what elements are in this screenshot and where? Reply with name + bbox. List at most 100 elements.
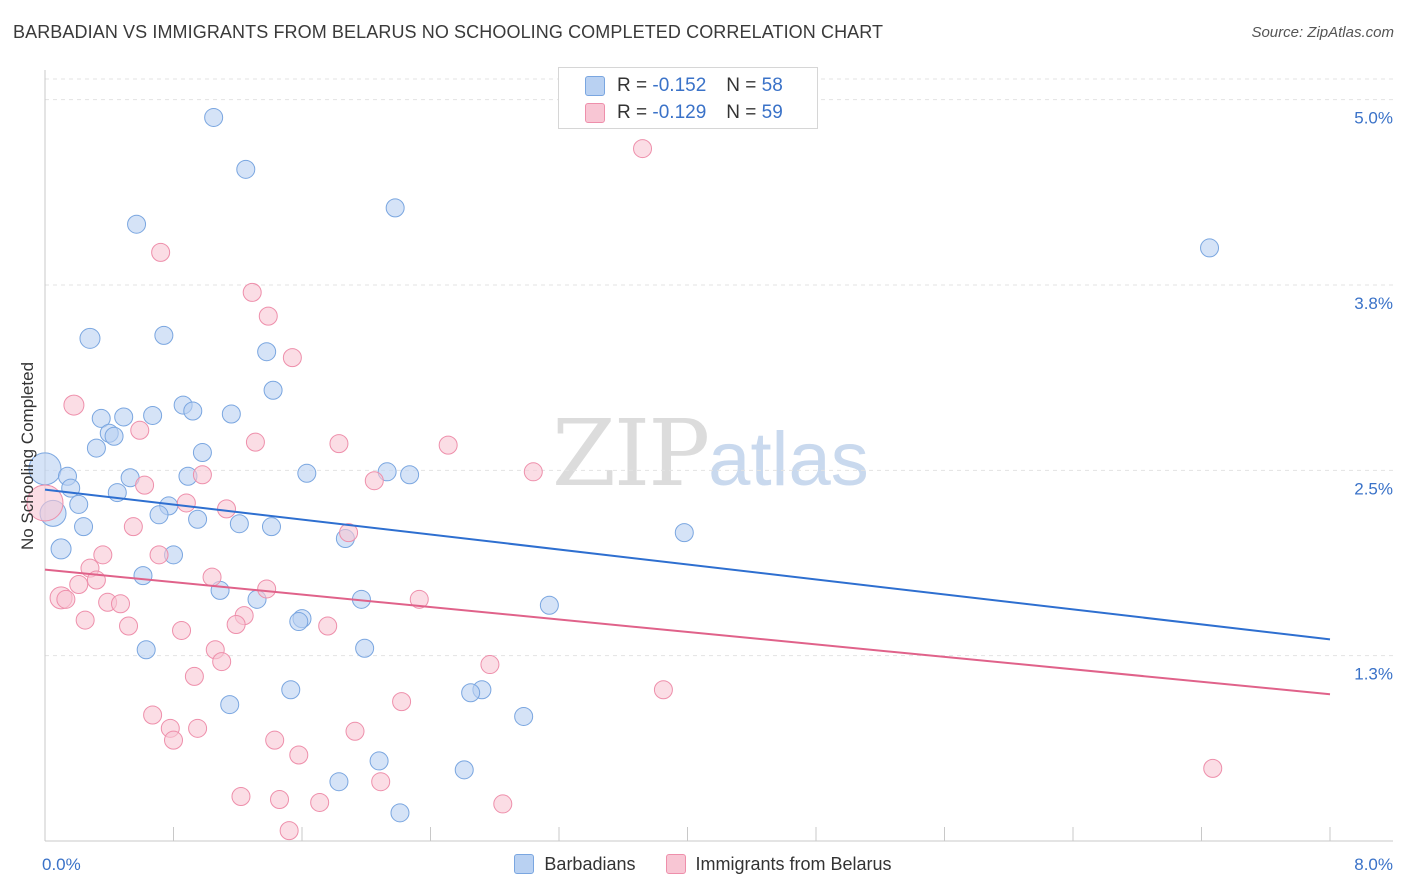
barbadian-point	[514, 706, 534, 726]
belarus-point	[202, 567, 222, 587]
barbadian-point	[183, 401, 203, 421]
tick-labels: 1.3% 2.5% 3.8% 5.0% 0.0% 8.0%	[42, 109, 1393, 874]
barbadian-point	[539, 595, 559, 615]
axes	[44, 70, 1393, 842]
barbadian-point	[229, 514, 249, 534]
legend-swatch-blue	[514, 854, 535, 874]
belarus-point	[279, 821, 299, 841]
barbadian-point	[143, 405, 163, 425]
belarus-point	[339, 523, 359, 543]
barbadian-point	[257, 342, 277, 362]
barbadian-point	[149, 505, 169, 525]
legend-swatch-pink	[665, 854, 686, 874]
y-axis-label: No Schooling Completed	[18, 361, 37, 551]
stats-row-barbadians: R = -0.152 N = 58	[585, 74, 783, 98]
barbadian-point	[50, 538, 72, 560]
belarus-point	[318, 616, 338, 636]
barbadian-point	[369, 751, 389, 771]
belarus-point	[212, 652, 232, 672]
legend-swatch-pink	[585, 103, 605, 123]
belarus-point	[119, 616, 139, 636]
barbadian-point	[263, 380, 283, 400]
barbadian-point	[69, 494, 89, 514]
belarus-point	[438, 435, 458, 455]
x-tick-label: 8.0%	[1354, 855, 1393, 874]
barbadian-point	[281, 680, 301, 700]
legend-label: Barbadians	[544, 853, 636, 874]
belarus-point	[172, 620, 192, 640]
belarus-point	[1203, 758, 1223, 778]
stats-row-belarus: R = -0.129 N = 59	[585, 101, 783, 125]
belarus-point	[93, 545, 113, 565]
barbadian-point	[385, 198, 405, 218]
barbadian-point	[104, 426, 124, 446]
belarus-point	[282, 348, 302, 368]
barbadian-point	[461, 683, 481, 703]
barbadian-point	[61, 478, 81, 498]
r-label: R =	[617, 102, 648, 123]
barbadian-point	[133, 566, 153, 586]
belarus-point	[56, 589, 76, 609]
barbadian-point	[79, 327, 101, 349]
belarus-point	[480, 655, 500, 675]
source-credit: Source: ZipAtlas.com	[1251, 24, 1394, 41]
belarus-point	[217, 499, 237, 519]
belarus-point	[409, 589, 429, 609]
belarus-point	[364, 471, 384, 491]
belarus-point	[149, 545, 169, 565]
barbadian-point	[220, 695, 240, 715]
y-tick-label: 2.5%	[1354, 479, 1393, 498]
barbadian-point	[674, 523, 694, 543]
barbadian-point	[390, 803, 410, 823]
barbadian-point	[114, 407, 134, 427]
barbadian-point	[400, 465, 420, 485]
legend-swatch-blue	[585, 76, 605, 96]
belarus-point	[123, 517, 143, 537]
belarus-point	[188, 718, 208, 738]
watermark-zip: ZIP	[552, 400, 710, 507]
trend-lines	[44, 488, 1331, 696]
barbadian-point	[236, 159, 256, 179]
belarus-point	[392, 692, 412, 712]
barbadian-point	[355, 638, 375, 658]
belarus-point	[270, 789, 290, 809]
belarus-point	[310, 792, 330, 812]
belarus-point	[345, 721, 365, 741]
stats-legend: R = -0.152 N = 58 R = -0.129 N = 59	[558, 67, 818, 129]
barbadian-point	[127, 214, 147, 234]
y-tick-label: 1.3%	[1354, 665, 1393, 684]
belarus-point	[26, 484, 64, 522]
legend-label: Immigrants from Belarus	[695, 853, 892, 874]
belarus-point	[257, 579, 277, 599]
legend-item-barbadians[interactable]: Barbadians	[514, 853, 636, 875]
barbadian-point	[192, 443, 212, 463]
belarus-point	[633, 139, 653, 159]
n-value: 59	[761, 102, 783, 123]
barbadian-point	[261, 517, 281, 537]
n-value: 58	[761, 75, 783, 96]
barbadian-point	[329, 772, 349, 792]
belarus-point	[371, 772, 391, 792]
x-tick-label: 0.0%	[42, 855, 81, 874]
barbadian-point	[297, 463, 317, 483]
barbadian-point	[86, 438, 106, 458]
belarus-point	[135, 475, 155, 495]
belarus-point	[265, 730, 285, 750]
belarus-trend-line	[44, 568, 1331, 696]
watermark-atlas: atlas	[708, 417, 869, 502]
n-label: N =	[726, 102, 757, 123]
barbadian-point	[221, 404, 241, 424]
barbadian-trend-line	[44, 488, 1331, 641]
r-label: R =	[617, 75, 648, 96]
belarus-point	[258, 306, 278, 326]
barbadian-point	[74, 517, 94, 537]
belarus-point	[226, 615, 246, 635]
legend-item-belarus[interactable]: Immigrants from Belarus	[665, 853, 892, 875]
belarus-point	[289, 745, 309, 765]
barbadian-point	[454, 760, 474, 780]
watermark: ZIPatlas	[552, 400, 869, 507]
belarus-point	[184, 666, 204, 686]
belarus-point	[75, 610, 95, 630]
belarus-point	[143, 705, 163, 725]
